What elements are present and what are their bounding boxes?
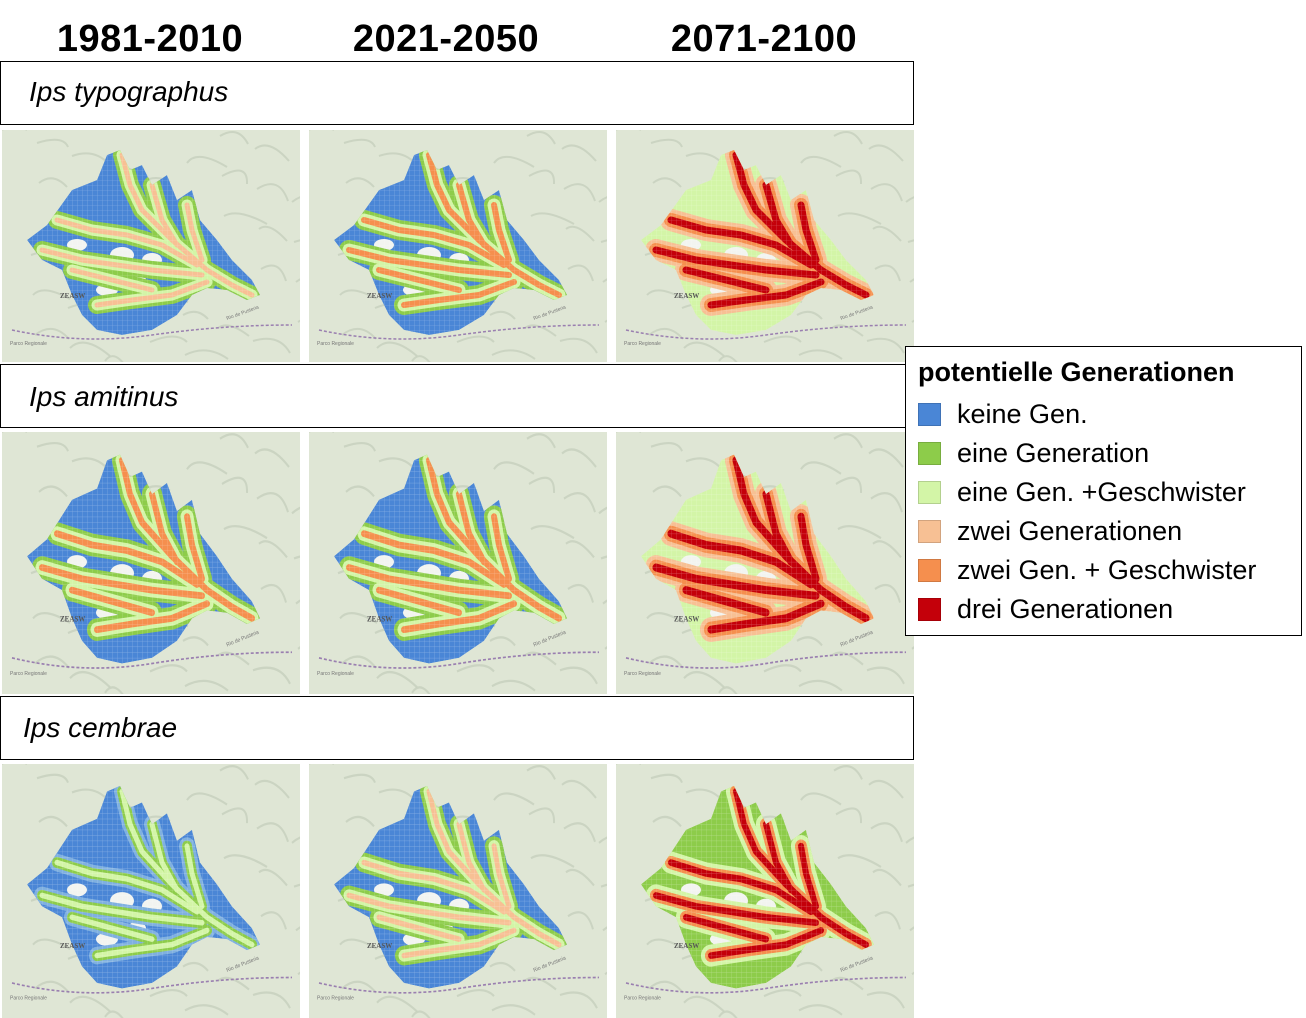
- map-ips-amitinus-2021-2050: ZEASW Parco Regionale Rio de Pusteria: [309, 432, 607, 694]
- map-ips-amitinus-1981-2010: ZEASW Parco Regionale Rio de Pusteria: [2, 432, 300, 694]
- map-ips-typographus-2071-2100: ZEASW Parco Regionale Rio de Pusteria: [616, 130, 914, 362]
- svg-text:ZEASW: ZEASW: [674, 614, 700, 624]
- map-ips-amitinus-2071-2100: ZEASW Parco Regionale Rio de Pusteria: [616, 432, 914, 694]
- legend-item-zwei-gen-geschwister: zwei Gen. + Geschwister: [918, 553, 1256, 587]
- svg-text:ZEASW: ZEASW: [367, 292, 392, 300]
- column-title-2021-2050: 2021-2050: [352, 18, 540, 60]
- species-label: Ips typographus: [29, 76, 229, 107]
- legend-label: zwei Generationen: [957, 515, 1183, 546]
- legend-item-eine-generation: eine Generation: [918, 436, 1149, 470]
- legend-label: eine Generation: [957, 437, 1150, 468]
- legend-title: potentielle Generationen: [918, 357, 1235, 387]
- map-ips-cembrae-2021-2050: ZEASW Parco Regionale Rio de Pusteria: [309, 764, 607, 1018]
- legend-swatch: [918, 558, 941, 582]
- legend-label: eine Gen. +Geschwister: [957, 476, 1246, 507]
- svg-text:Parco Regionale: Parco Regionale: [624, 995, 661, 1001]
- legend-label: drei Generationen: [957, 593, 1174, 624]
- svg-text:Parco Regionale: Parco Regionale: [624, 671, 661, 677]
- svg-text:ZEASW: ZEASW: [60, 941, 86, 950]
- legend-swatch: [918, 597, 941, 621]
- legend-swatch: [918, 402, 941, 426]
- svg-text:Parco Regionale: Parco Regionale: [10, 671, 47, 677]
- svg-text:ZEASW: ZEASW: [367, 614, 393, 624]
- legend-swatch: [918, 519, 941, 543]
- legend-item-keine-gen: keine Gen.: [918, 397, 1088, 431]
- svg-text:Parco Regionale: Parco Regionale: [624, 341, 661, 347]
- map-ips-cembrae-1981-2010: ZEASW Parco Regionale Rio de Pusteria: [2, 764, 300, 1018]
- species-box-ips-typographus: Ips typographus: [0, 61, 914, 125]
- legend-item-eine-gen-geschwister: eine Gen. +Geschwister: [918, 475, 1246, 509]
- legend-swatch: [918, 441, 941, 465]
- column-title-1981-2010: 1981-2010: [56, 18, 244, 60]
- legend-label: zwei Gen. + Geschwister: [957, 554, 1257, 585]
- legend-swatch: [918, 480, 941, 504]
- svg-text:Parco Regionale: Parco Regionale: [317, 341, 354, 347]
- legend: potentielle Generationen keine Gen. eine…: [905, 346, 1302, 636]
- svg-text:Parco Regionale: Parco Regionale: [317, 995, 354, 1001]
- svg-text:ZEASW: ZEASW: [367, 941, 393, 950]
- species-box-ips-amitinus: Ips amitinus: [0, 364, 914, 428]
- column-title-2071-2100: 2071-2100: [670, 18, 858, 60]
- map-ips-typographus-2021-2050: ZEASW Parco Regionale Rio de Pusteria: [309, 130, 607, 362]
- species-box-ips-cembrae: Ips cembrae: [0, 696, 914, 760]
- species-label: Ips amitinus: [29, 381, 179, 412]
- svg-text:ZEASW: ZEASW: [60, 292, 85, 300]
- svg-text:Parco Regionale: Parco Regionale: [10, 995, 47, 1001]
- svg-text:ZEASW: ZEASW: [674, 292, 699, 300]
- species-label: Ips cembrae: [23, 712, 178, 743]
- svg-text:Parco Regionale: Parco Regionale: [317, 671, 354, 677]
- svg-text:ZEASW: ZEASW: [60, 614, 86, 624]
- legend-label: keine Gen.: [957, 398, 1088, 429]
- svg-text:ZEASW: ZEASW: [674, 941, 700, 950]
- map-ips-cembrae-2071-2100: ZEASW Parco Regionale Rio de Pusteria: [616, 764, 914, 1018]
- svg-text:Parco Regionale: Parco Regionale: [10, 341, 47, 347]
- map-ips-typographus-1981-2010: ZEASW Parco Regionale Rio de Pusteria: [2, 130, 300, 362]
- legend-item-drei-generationen: drei Generationen: [918, 592, 1173, 626]
- legend-item-zwei-generationen: zwei Generationen: [918, 514, 1182, 548]
